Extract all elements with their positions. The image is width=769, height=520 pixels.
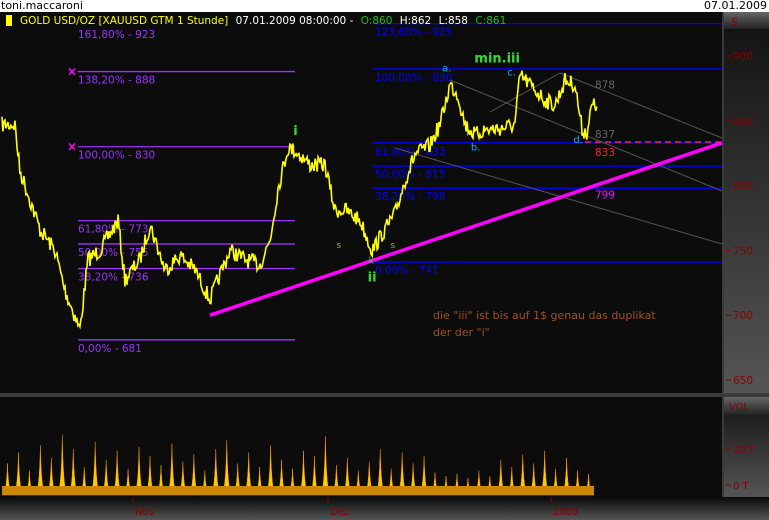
price-series-line [1,70,598,330]
cross-marker-icon: × [67,65,77,79]
volume-tick-label: 20 T [733,445,756,456]
volume-axis-title: VOL [729,402,750,413]
wave-label: k [369,256,375,266]
channel-line [394,147,723,245]
price-panel[interactable] [0,12,722,393]
wave-label: d. [573,135,583,146]
current-date: 07.01.2009 [704,0,767,12]
cross-marker-icon: × [67,140,77,154]
annotation-line-2: der der "i" [433,326,490,339]
bar-timestamp: 07.01.2009 08:00:00 - [236,15,354,27]
high-value: H:862 [400,15,431,27]
fib-label-left: 50,00% - 755 [78,247,149,259]
channel-line [489,72,561,113]
chart-header: GOLD USD/OZ [XAUUSD GTM 1 Stunde] 07.01.… [6,15,506,27]
price-axis[interactable] [724,12,769,393]
username: toni.maccaroni [1,0,83,12]
wave-label: min.iii [474,51,520,66]
fib-label-left: 100,00% - 830 [78,150,155,162]
level-label: 799 [595,190,615,202]
wave-label: s [336,241,341,251]
price-tick-label: 700 [733,310,753,322]
low-value: L:858 [439,15,468,27]
level-label: 837 [595,129,615,141]
time-tick-label: Dez [330,507,349,518]
volume-panel[interactable] [0,397,722,497]
fib-label-right: 0,00% - 741 [375,265,439,277]
level-label: 833 [595,147,615,159]
wave-label: ii [368,271,377,286]
price-tick-label: 800 [733,181,753,193]
wave-label: b. [471,143,481,154]
svg-text:GOLD USD/OZ [XAUUSD GTM 1 Stu: GOLD USD/OZ [XAUUSD GTM 1 Stunde] 07.01.… [20,15,506,27]
volume-tick-label: 0 T [733,481,750,492]
volume-base [2,486,594,495]
time-tick-label: Nov [135,507,155,518]
price-tick-label: 650 [733,375,753,387]
candle-icon [6,15,12,26]
price-tick-label: 750 [733,245,753,257]
fib-label-right: 123,60% - 925 [375,27,452,39]
price-tick-label: 850 [733,116,753,128]
fib-label-right: 38,20% - 798 [375,191,446,203]
wave-label: c. [507,67,516,78]
fib-label-left: 38,20% - 736 [78,272,149,284]
fib-label-left: 138,20% - 888 [78,75,155,87]
fib-label-left: 0,00% - 681 [78,343,142,355]
fib-label-right: 50,00% - 815 [375,169,446,181]
annotation-line-1: die "iii" ist bis auf 1$ genau das dupli… [433,309,656,322]
time-axis [0,497,769,520]
price-tick-label: 900 [733,51,753,63]
fib-label-right: 100,00% - 890 [375,72,452,84]
time-tick-label: 2009 [553,507,578,518]
chart-window: $ VOL 161,80% - 923 138,20% - 888 100,00% … [0,12,769,520]
trendline [209,141,723,317]
instrument-label: GOLD USD/OZ [XAUUSD GTM 1 Stunde] [20,15,228,27]
level-label: 878 [595,80,615,92]
open-value: O:860 [361,15,393,27]
title-bar: toni.maccaroni 07.01.2009 [0,0,769,12]
fib-label-left: 161,80% - 923 [78,29,155,41]
channel-line [559,72,723,139]
wave-label: s [390,241,395,251]
fib-label-right: 61,80% - 833 [375,146,446,158]
wave-label: i [293,124,297,139]
wave-label: a. [442,64,451,75]
price-axis-unit: $ [731,15,738,28]
close-value: C:861 [475,15,506,27]
